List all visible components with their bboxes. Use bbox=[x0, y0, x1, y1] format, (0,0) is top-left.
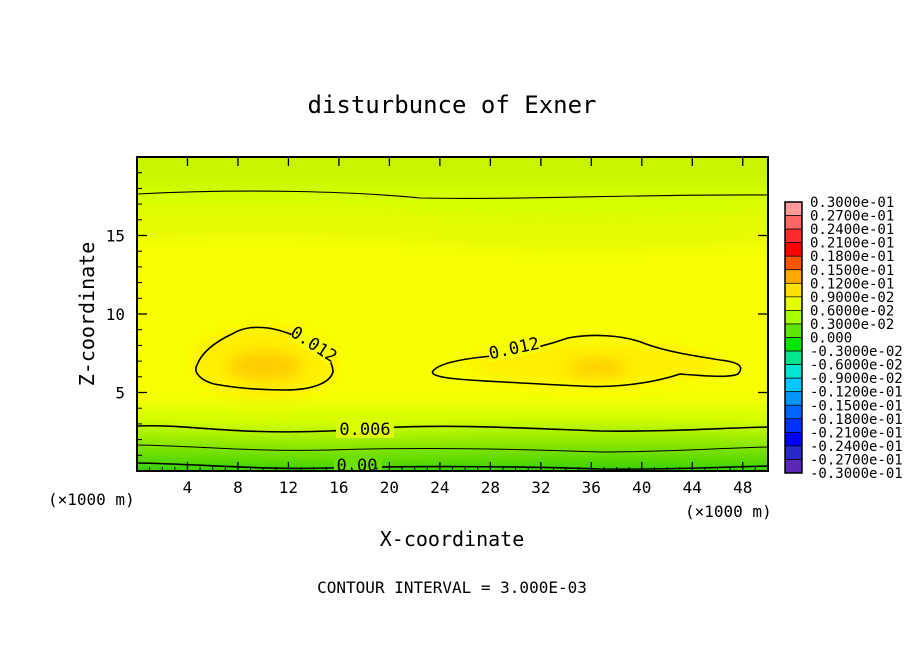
contour-label-0.000: 0.00 bbox=[337, 456, 378, 476]
colorbar-label: -0.6000e-02 bbox=[810, 358, 903, 374]
x-tick-label: 4 bbox=[183, 478, 193, 497]
colorbar-label: -0.2400e-01 bbox=[810, 439, 903, 455]
contour-interval-note: CONTOUR INTERVAL = 3.000E-03 bbox=[317, 578, 587, 597]
contour-line-0.003 bbox=[137, 444, 768, 453]
contour-label-0.006: 0.006 bbox=[339, 420, 390, 440]
colorbar-label: 0.6000e-02 bbox=[810, 303, 894, 319]
x-axis-label: X-coordinate bbox=[380, 527, 525, 551]
colorbar-label: -0.1800e-01 bbox=[810, 412, 903, 428]
y-tick-label: 15 bbox=[106, 227, 125, 246]
colorbar-label: 0.9000e-02 bbox=[810, 290, 894, 306]
colorbar-swatch bbox=[784, 310, 803, 325]
colorbar-label: -0.9000e-02 bbox=[810, 371, 903, 387]
x-tick-label: 28 bbox=[481, 478, 500, 497]
colorbar: 0.3000e-010.2700e-010.2400e-010.2100e-01… bbox=[784, 195, 903, 482]
colorbar-label: -0.3000e-02 bbox=[810, 344, 903, 360]
colorbar-label: -0.3000e-01 bbox=[810, 466, 903, 482]
x-tick-label: 48 bbox=[733, 478, 752, 497]
x-tick-label: 20 bbox=[380, 478, 399, 497]
colorbar-swatch bbox=[784, 391, 803, 406]
x-tick-label: 36 bbox=[582, 478, 601, 497]
colorbar-swatch bbox=[784, 215, 803, 230]
y-tick-label: 10 bbox=[106, 305, 125, 324]
x-tick-label: 32 bbox=[531, 478, 550, 497]
colorbar-swatch bbox=[784, 269, 803, 284]
colorbar-swatch bbox=[784, 201, 803, 216]
colorbar-swatch bbox=[784, 418, 803, 433]
x-unit-label-right: (×1000 m) bbox=[685, 502, 772, 521]
y-tick-label: 5 bbox=[115, 384, 125, 403]
colorbar-label: -0.1200e-01 bbox=[810, 385, 903, 401]
x-tick-label: 8 bbox=[233, 478, 243, 497]
colorbar-label: 0.2400e-01 bbox=[810, 222, 894, 238]
colorbar-swatch bbox=[784, 255, 803, 271]
chart-title: disturbunce of Exner bbox=[308, 91, 597, 119]
colorbar-swatch bbox=[784, 377, 803, 393]
colorbar-swatch bbox=[784, 350, 803, 365]
colorbar-swatch bbox=[784, 364, 803, 379]
colorbar-swatch bbox=[784, 432, 803, 447]
x-unit-label-left: (×1000 m) bbox=[48, 490, 135, 509]
colorbar-swatch bbox=[784, 228, 803, 244]
filled-contours: 0.012 0.012 0.006 0.00 bbox=[137, 157, 768, 476]
colorbar-swatch bbox=[784, 459, 803, 474]
x-tick-label: 40 bbox=[632, 478, 651, 497]
contour-line-0.006 bbox=[137, 424, 768, 433]
y-axis-label: Z-coordinate bbox=[75, 242, 99, 387]
colorbar-label: 0.3000e-01 bbox=[810, 195, 894, 211]
colorbar-label: -0.1500e-01 bbox=[810, 398, 903, 414]
field-bands bbox=[137, 157, 768, 471]
colorbar-label: -0.2100e-01 bbox=[810, 425, 903, 441]
colorbar-swatch bbox=[784, 296, 803, 311]
colorbar-label: 0.1200e-01 bbox=[810, 276, 894, 292]
colorbar-swatch bbox=[784, 445, 803, 460]
contour-line-upper bbox=[137, 190, 768, 199]
contour-line-0.000 bbox=[137, 462, 768, 470]
contour-line-0.012-left bbox=[195, 326, 334, 391]
x-tick-label: 24 bbox=[430, 478, 449, 497]
colorbar-label: 0.1500e-01 bbox=[810, 263, 894, 279]
colorbar-swatch bbox=[784, 404, 803, 420]
colorbar-label: 0.2100e-01 bbox=[810, 236, 894, 252]
colorbar-frame bbox=[784, 201, 803, 474]
colorbar-swatch bbox=[784, 323, 803, 338]
plot-area: 0.012 0.012 0.006 0.00 4 8 12 16 20 24 28 32 36 4… bbox=[106, 156, 769, 497]
colorbar-swatch bbox=[784, 337, 803, 352]
y-ticks: 5 10 15 bbox=[106, 172, 768, 456]
colorbar-label: 0.000 bbox=[810, 331, 852, 347]
colorbar-label: 0.2700e-01 bbox=[810, 209, 894, 225]
x-tick-label: 12 bbox=[279, 478, 298, 497]
colorbar-label: 0.1800e-01 bbox=[810, 249, 894, 265]
x-ticks: 4 8 12 16 20 24 28 32 36 40 44 48 bbox=[149, 157, 756, 497]
colorbar-label: -0.2700e-01 bbox=[810, 452, 903, 468]
colorbar-swatch bbox=[784, 282, 803, 298]
x-tick-label: 16 bbox=[329, 478, 348, 497]
colorbar-label: 0.3000e-02 bbox=[810, 317, 894, 333]
colorbar-swatch bbox=[784, 242, 803, 257]
x-tick-label: 44 bbox=[683, 478, 702, 497]
